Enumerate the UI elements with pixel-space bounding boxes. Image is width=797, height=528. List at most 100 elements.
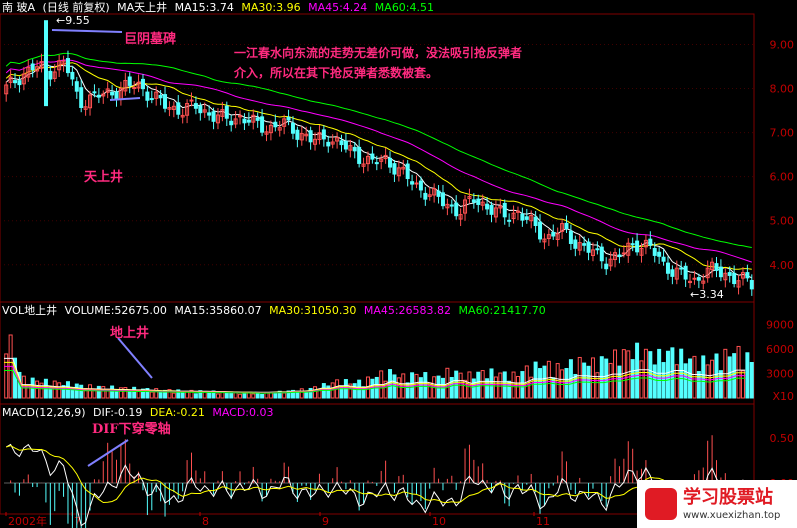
candle-body [714, 263, 719, 271]
volume-bar [154, 388, 159, 399]
annotation-arrow [117, 337, 153, 379]
watermark-url: www.xuexizhan.top [683, 510, 781, 521]
candle-body [13, 80, 18, 84]
price-axis-label: 6.00 [770, 171, 795, 184]
volume-bar [648, 351, 653, 399]
candle-body [193, 103, 198, 109]
volume-bar [308, 387, 313, 399]
ma-label: MA天上井 [117, 1, 168, 14]
candle-body [101, 93, 106, 97]
candle-body [454, 202, 459, 217]
volume-ma-line [4, 365, 746, 394]
watermark-logo: 学习股票站 www.xuexizhan.top [637, 480, 797, 528]
volume-bar [286, 390, 291, 399]
candle-body [220, 109, 225, 117]
candle-body [180, 114, 185, 118]
candle-body [326, 141, 331, 147]
volume-bar [295, 391, 300, 399]
volume-bar [507, 380, 512, 399]
candle-body [635, 240, 640, 253]
annotation-comment-line1: 一江春水向东流的走势无差价可做，没法吸引抢反弹者 [234, 46, 523, 60]
candle-body [388, 157, 393, 168]
volume-bar [670, 347, 675, 399]
candle-body [414, 182, 419, 185]
volume-bar [560, 369, 565, 399]
volume-bar [683, 363, 688, 399]
candle-body [207, 112, 212, 116]
candle-body [590, 249, 595, 257]
candle-body [648, 238, 653, 246]
volume-header: VOL地上井 VOLUME:52675.00 MA15:35860.07 MA3… [2, 304, 550, 318]
volume-bar [118, 387, 123, 399]
candle-body [229, 120, 234, 126]
candle-body [740, 272, 745, 279]
volume-bar [110, 385, 115, 399]
ma60-value: MA60:4.51 [374, 1, 435, 14]
volume-bar [352, 383, 357, 399]
candle-body [701, 280, 706, 284]
candle-body [396, 167, 401, 177]
volume-bar [79, 384, 84, 399]
candle-body [383, 154, 388, 160]
volume-bar [493, 376, 498, 399]
candle-body [357, 146, 362, 164]
candle-body [449, 204, 454, 207]
annotation-sky-well: 天上井 [84, 170, 124, 185]
candle-body [61, 60, 66, 65]
volume-bar [599, 356, 604, 399]
candle-body [4, 84, 9, 95]
candle-body [158, 94, 163, 99]
volume-bar [383, 380, 388, 399]
candle-body [723, 272, 728, 281]
candle-body [718, 266, 723, 278]
candle-body [745, 272, 750, 279]
candle-body [392, 163, 397, 175]
candle-body [290, 122, 295, 134]
date-axis-label: 7 [74, 515, 81, 528]
volume-bar [171, 392, 176, 399]
candle-body [551, 231, 556, 237]
candle-body [696, 277, 701, 281]
volume-ma-line [4, 357, 746, 393]
volume-bar [454, 370, 459, 399]
candle-body [335, 137, 340, 142]
volume-bar [449, 377, 454, 399]
candle-body [299, 133, 304, 141]
price-axis-label: 9.00 [770, 38, 795, 51]
annotation-dif-zero: DIF下穿零轴 [92, 422, 171, 437]
candle-body [365, 155, 370, 165]
low-price-marker: ←3.34 [690, 288, 724, 301]
candle-body [198, 105, 203, 114]
candle-body [542, 238, 547, 243]
period-label: (日线 前复权) [42, 1, 110, 14]
candle-body [39, 61, 44, 69]
candle-body [560, 223, 565, 232]
candle-body [688, 280, 693, 284]
candle-body [246, 119, 251, 123]
candle-body [136, 81, 141, 89]
candle-body [167, 107, 172, 110]
candle-body [736, 280, 741, 288]
volume-bar [277, 390, 282, 399]
candle-body [498, 205, 503, 209]
candle-body [17, 80, 22, 86]
volume-bar [88, 384, 93, 399]
volume-bar [57, 382, 62, 399]
candle-body [70, 71, 75, 80]
candle-body [480, 201, 485, 206]
candle-body [123, 80, 128, 92]
stock-name[interactable]: 南 玻A [2, 1, 36, 14]
candle-body [154, 91, 159, 99]
candle-body [568, 230, 573, 244]
candle-body [732, 272, 737, 285]
candle-body [665, 262, 670, 274]
volume-bar [4, 353, 9, 399]
candle-body [705, 267, 710, 279]
candle-body [224, 105, 229, 119]
volume-bar [749, 362, 754, 399]
volume-bar [736, 345, 741, 399]
candle-body [127, 76, 132, 86]
volume-bar [101, 386, 106, 399]
